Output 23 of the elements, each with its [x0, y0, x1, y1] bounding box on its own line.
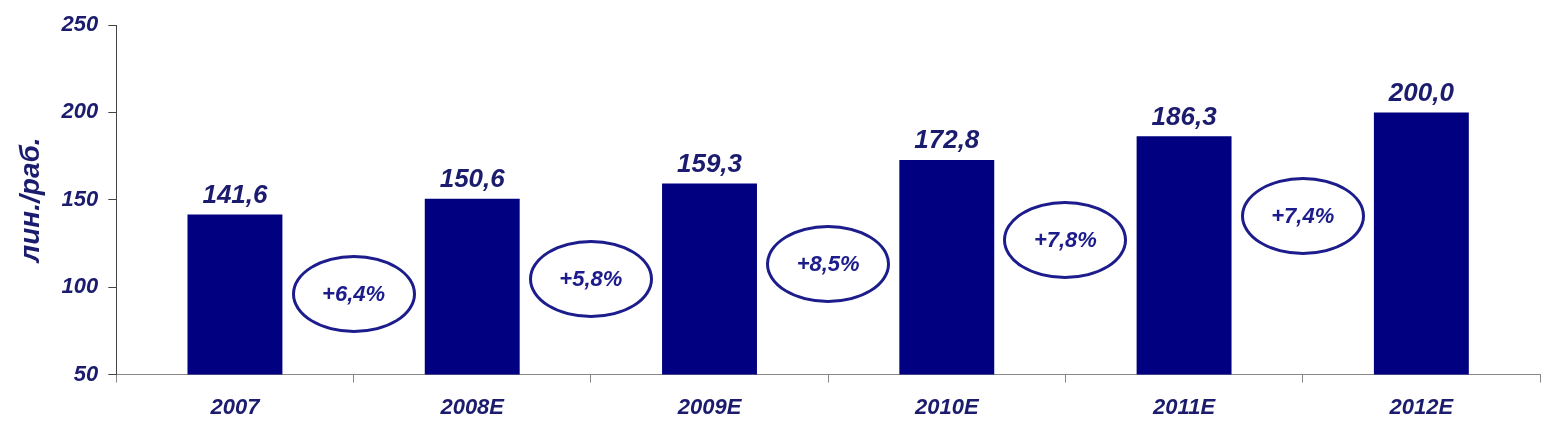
ellipse-outline: +5,8%	[528, 239, 653, 318]
y-tick-label: 250	[60, 11, 100, 37]
x-tick-label: 2008E	[439, 393, 506, 419]
data-label: 141,6	[202, 178, 269, 209]
data-label: 200,0	[1387, 76, 1455, 107]
x-tick-label: 2012E	[1388, 393, 1455, 419]
ellipse-outline: +7,4%	[1240, 177, 1365, 256]
data-label: 150,6	[439, 162, 506, 193]
data-label: 159,3	[676, 147, 743, 178]
ellipse-outline: +6,4%	[291, 255, 416, 334]
data-label: 186,3	[1151, 100, 1218, 131]
y-tick-label: 150	[61, 185, 100, 211]
y-axis-title: лин./раб.	[13, 137, 45, 265]
y-tick-label: 50	[73, 360, 100, 386]
x-tick-label: 2010E	[913, 393, 980, 419]
x-tick-label: 2009E	[676, 393, 743, 419]
x-tick-label: 2007	[209, 393, 262, 419]
data-label: 172,8	[914, 124, 980, 155]
ellipse-outline: +7,8%	[1003, 200, 1128, 279]
x-tick-label: 2011E	[1152, 393, 1217, 419]
y-tick-label: 200	[60, 98, 100, 124]
y-tick-label: 100	[61, 273, 100, 299]
ellipse-outline: +8,5%	[766, 224, 891, 303]
